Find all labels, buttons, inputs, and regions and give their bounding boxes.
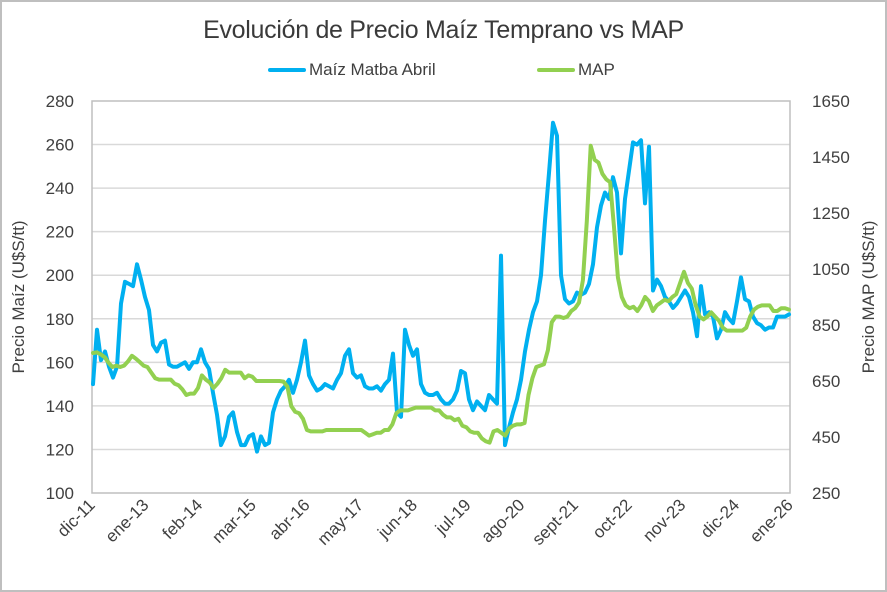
x-tick-label: dic-24 — [697, 495, 743, 541]
legend-item-map: MAP — [537, 60, 615, 80]
series-line-map — [91, 143, 791, 445]
y-tick-label: 200 — [46, 266, 74, 285]
x-axis-ticks: dic-11 ene-13 feb-14 mar-15 abr-16 may-17 jun-… — [54, 495, 797, 549]
x-tick-label: jun-18 — [373, 495, 421, 543]
y2-tick-label: 1050 — [812, 260, 850, 279]
x-tick-label: jul-19 — [431, 495, 475, 539]
y-tick-label: 240 — [46, 179, 74, 198]
x-tick-label: ene-13 — [102, 495, 153, 546]
y-tick-label: 260 — [46, 136, 74, 155]
legend-swatch-map — [537, 68, 575, 72]
y2-tick-label: 650 — [812, 372, 840, 391]
y-tick-label: 220 — [46, 223, 74, 242]
x-tick-label: nov-23 — [639, 495, 689, 545]
legend: Maíz Matba Abril MAP — [0, 60, 887, 84]
x-tick-label: ago-20 — [477, 495, 528, 546]
x-tick-label: may-17 — [314, 495, 368, 549]
legend-item-maiz: Maíz Matba Abril — [268, 60, 436, 80]
y2-tick-label: 1250 — [812, 204, 850, 223]
legend-label-maiz: Maíz Matba Abril — [309, 60, 436, 79]
gridlines — [92, 143, 790, 451]
y-axis-ticks: 100 120 140 160 180 200 220 240 260 280 — [46, 92, 74, 503]
x-tick-label: feb-14 — [159, 495, 207, 543]
x-tick-label: ene-26 — [746, 495, 797, 546]
y2-axis-title: Precio MAP (U$S/tt) — [859, 221, 878, 374]
y-tick-label: 120 — [46, 440, 74, 459]
y-axis-title: Precio Maíz (U$S/tt) — [9, 220, 28, 373]
x-tick-label: sept-21 — [529, 495, 583, 549]
y-tick-label: 100 — [46, 484, 74, 503]
y2-tick-label: 450 — [812, 428, 840, 447]
y-tick-label: 280 — [46, 92, 74, 111]
y-tick-label: 160 — [46, 353, 74, 372]
x-tick-label: abr-16 — [265, 495, 313, 543]
y2-tick-label: 850 — [812, 316, 840, 335]
series-line-maiz — [91, 120, 791, 454]
x-tick-label: oct-22 — [589, 495, 636, 542]
legend-label-map: MAP — [578, 60, 615, 79]
y-tick-label: 180 — [46, 310, 74, 329]
y2-tick-label: 1450 — [812, 148, 850, 167]
x-tick-label: mar-15 — [208, 495, 260, 547]
y-tick-label: 140 — [46, 397, 74, 416]
chart-title: Evolución de Precio Maíz Temprano vs MAP — [203, 16, 684, 44]
series-lines — [91, 120, 791, 454]
y2-tick-label: 250 — [812, 484, 840, 503]
legend-swatch-maiz — [268, 68, 306, 72]
y2-axis-ticks: 250 450 650 850 1050 1250 1450 1650 — [812, 92, 850, 503]
y2-tick-label: 1650 — [812, 92, 850, 111]
plot-area — [91, 100, 791, 494]
